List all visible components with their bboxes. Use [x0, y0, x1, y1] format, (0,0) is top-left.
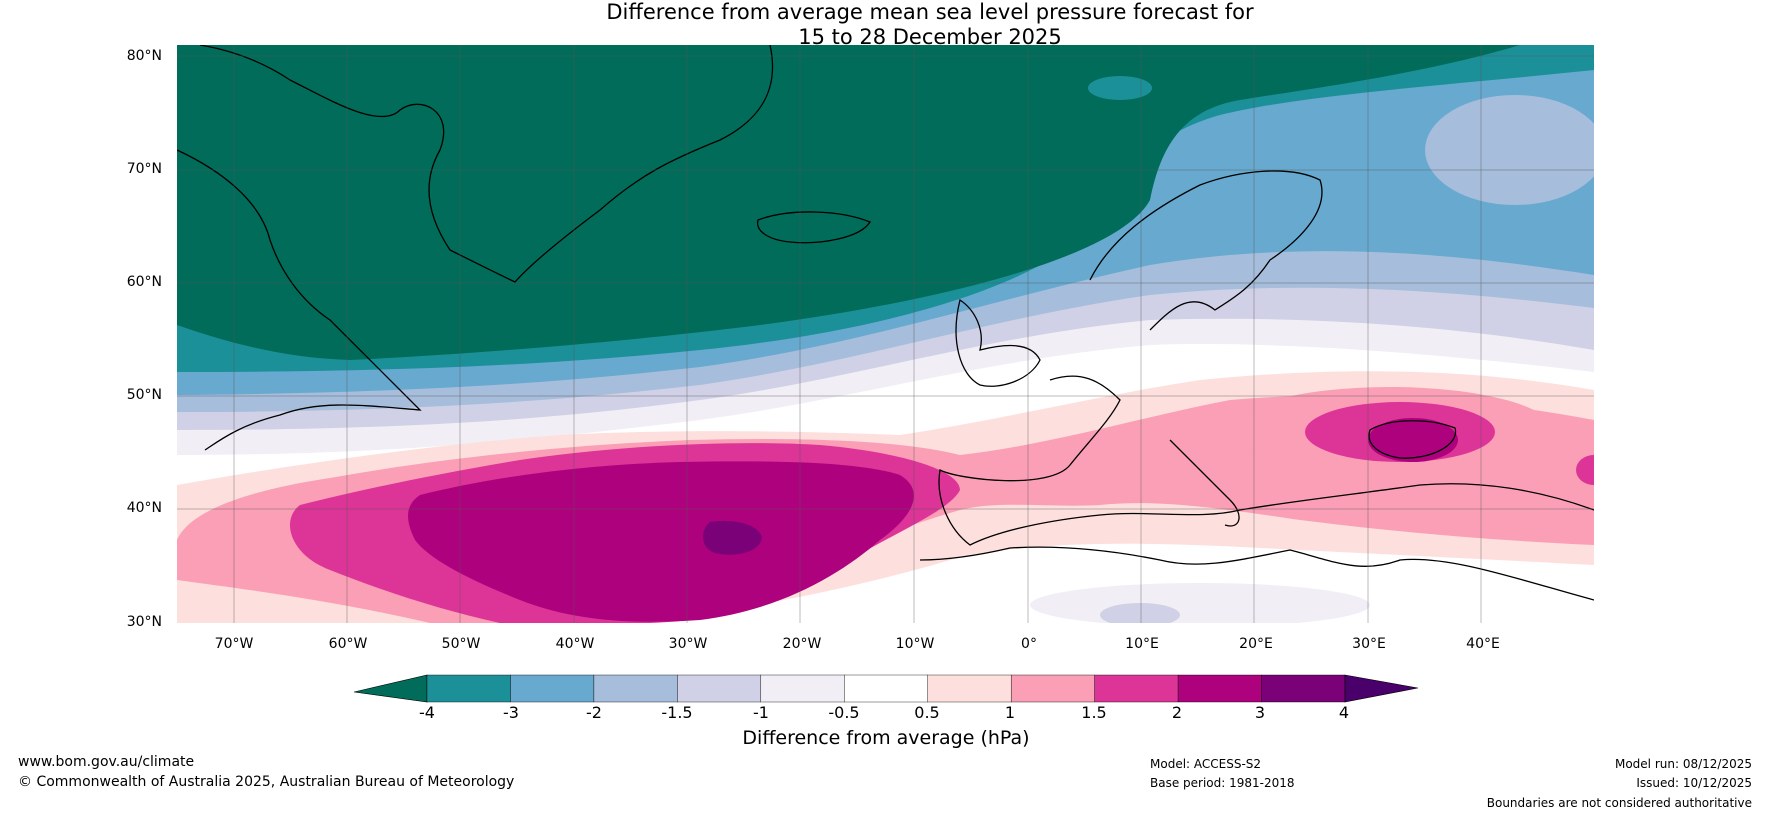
colorbar-tick: -0.5 — [828, 703, 860, 722]
footer-issued: Issued: 10/12/2025 — [1636, 776, 1752, 790]
colorbar-box — [593, 674, 678, 703]
colorbar-box — [1261, 674, 1346, 703]
lat-label-70n: 70°N — [126, 161, 162, 177]
colorbar-box — [510, 674, 595, 703]
lat-label-30n: 30°N — [126, 614, 162, 630]
lon-label-40e: 40°E — [1466, 636, 1500, 652]
lon-label-70w: 70°W — [214, 636, 254, 652]
lon-label-30e: 30°E — [1352, 636, 1386, 652]
canada-coast — [177, 149, 422, 451]
footer-url[interactable]: www.bom.gov.au/climate — [18, 754, 195, 770]
colorbar-tick: 2 — [1171, 703, 1183, 722]
lon-label-20w: 20°W — [782, 636, 822, 652]
colorbar-tick: 4 — [1338, 703, 1350, 722]
lon-label-50w: 50°W — [441, 636, 481, 652]
footer-copyright: © Commonwealth of Australia 2025, Austra… — [18, 774, 515, 790]
colorbar-box — [927, 674, 1012, 703]
band-plus-2-sea — [1368, 418, 1458, 462]
coastlines — [177, 45, 1594, 601]
title-line-1: Difference from average mean sea level p… — [606, 0, 1254, 24]
band-minus-0p5-africa — [1030, 583, 1370, 623]
lon-label-60w: 60°W — [328, 636, 368, 652]
colorbar-box — [760, 674, 845, 703]
lon-label-10w: 10°W — [895, 636, 935, 652]
footer-disclaimer: Boundaries are not considered authoritat… — [1486, 796, 1752, 810]
footer-model-run: Model run: 08/12/2025 — [1614, 757, 1752, 771]
colorbar-tick: 0.5 — [914, 703, 940, 722]
colorbar-under-triangle — [353, 674, 428, 703]
colorbar-tick: -3 — [503, 703, 519, 722]
scandinavia-coast — [1089, 170, 1323, 331]
colorbar-tick: -2 — [586, 703, 602, 722]
lat-label-60n: 60°N — [126, 274, 162, 290]
lon-label-0: 0° — [1021, 636, 1037, 652]
chart-title: Difference from average mean sea level p… — [0, 0, 1770, 50]
colorbar-tick: -1.5 — [661, 703, 693, 722]
colorbar — [353, 674, 1419, 703]
band-plus-1p5-far-east — [1576, 455, 1594, 485]
band-minus-3-island — [1088, 76, 1152, 100]
footer-base-period: Base period: 1981-2018 — [1150, 776, 1295, 790]
europe-coast — [938, 375, 1594, 546]
lat-label-80n: 80°N — [126, 48, 162, 64]
colorbar-tick: -1 — [753, 703, 769, 722]
band-plus-2 — [408, 461, 914, 622]
black-sea-coast — [1368, 420, 1457, 459]
lon-label-30w: 30°W — [668, 636, 708, 652]
lat-label-40n: 40°N — [126, 500, 162, 516]
colorbar-tick: 3 — [1254, 703, 1266, 722]
lon-label-40w: 40°W — [555, 636, 595, 652]
colorbar-box — [677, 674, 762, 703]
colorbar-box — [426, 674, 511, 703]
italy-coast — [1169, 439, 1240, 527]
lon-label-20e: 20°E — [1239, 636, 1273, 652]
band-minus-1-africa — [1100, 603, 1180, 623]
colorbar-box — [1177, 674, 1262, 703]
colorbar-tick: 1.5 — [1081, 703, 1107, 722]
colorbar-over-triangle — [1344, 674, 1419, 703]
colorbar-box — [844, 674, 928, 703]
footer-model: Model: ACCESS-S2 — [1150, 757, 1262, 771]
anomaly-fields — [177, 45, 1594, 623]
british-isles-coast — [955, 298, 1041, 387]
band-plus-3 — [703, 520, 762, 555]
colorbar-box — [1010, 674, 1095, 703]
graticule — [177, 45, 1594, 623]
africa-coast — [919, 546, 1594, 601]
band-minus-2-lobe — [1425, 95, 1594, 205]
iceland-coast — [757, 211, 871, 244]
greenland-coast — [199, 45, 774, 283]
colorbar-tick: 1 — [1004, 703, 1016, 722]
colorbar-box — [1094, 674, 1179, 703]
lon-label-10e: 10°E — [1125, 636, 1159, 652]
colorbar-boxes — [426, 674, 1346, 703]
colorbar-label: Difference from average (hPa) — [742, 727, 1030, 749]
colorbar-tick: -4 — [419, 703, 435, 722]
lat-label-50n: 50°N — [126, 387, 162, 403]
